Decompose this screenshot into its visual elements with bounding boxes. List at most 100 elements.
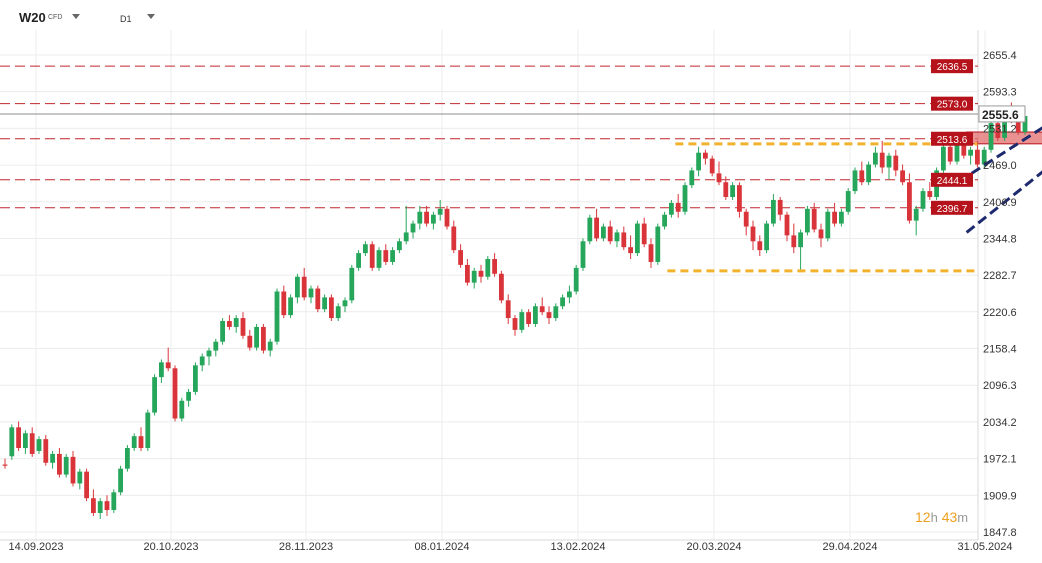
candle-body	[798, 232, 803, 248]
candle-body	[70, 456, 76, 484]
candle-body	[662, 214, 667, 227]
candle-body	[1002, 114, 1007, 138]
y-tick-label: 2282.7	[983, 270, 1017, 282]
candle-body	[553, 306, 559, 319]
level-label: 2396.7	[937, 204, 968, 215]
candle-body	[757, 241, 763, 251]
candle-body	[675, 202, 681, 212]
candle-body	[818, 229, 824, 239]
candle-body	[988, 123, 994, 150]
candle-body	[546, 312, 552, 319]
candle-body	[220, 321, 225, 342]
candle-body	[505, 300, 511, 319]
candle-body	[356, 253, 361, 268]
candle-body	[50, 453, 55, 463]
level-label: 2636.5	[937, 62, 968, 73]
y-tick-label: 1847.8	[983, 527, 1017, 539]
candle-body	[682, 185, 688, 212]
y-tick-label: 2096.3	[983, 380, 1017, 392]
level-label: 2573.0	[937, 100, 968, 111]
candle-body	[655, 226, 661, 262]
candle-body	[533, 306, 538, 324]
countdown-minutes-unit: m	[957, 510, 969, 525]
candle-body	[199, 356, 205, 366]
candle-body	[879, 152, 885, 168]
candle-body	[607, 226, 613, 242]
y-tick-label: 1909.9	[983, 490, 1017, 502]
candle-body	[777, 199, 783, 215]
candle-body	[247, 335, 253, 348]
y-tick-label: 2344.8	[983, 233, 1017, 245]
candle-body	[267, 341, 273, 351]
candle-body	[873, 152, 878, 165]
candle-body	[84, 471, 89, 499]
candle-body	[376, 250, 382, 268]
candle-body	[886, 155, 892, 168]
candle-body	[859, 170, 865, 183]
candle-body	[363, 244, 368, 254]
candle-body	[703, 152, 708, 159]
candle-body	[424, 211, 429, 224]
instrument-type-label: CFD	[48, 14, 63, 21]
candle-body	[573, 267, 579, 292]
candle-body	[791, 235, 797, 248]
candle-body	[57, 453, 62, 475]
candle-body	[63, 456, 69, 475]
candle-body	[179, 400, 185, 419]
x-tick-label: 13.02.2024	[550, 541, 605, 553]
candle-body	[995, 123, 1001, 138]
candle-body	[635, 223, 640, 254]
candle-body	[138, 436, 144, 449]
candle-body	[519, 312, 525, 330]
candle-body	[941, 146, 946, 171]
candle-body	[696, 152, 701, 171]
candle-body	[845, 191, 851, 212]
current-price-label-bg	[978, 105, 1026, 123]
candle-body	[1022, 116, 1028, 133]
candle-body	[145, 412, 151, 449]
candle-body	[315, 288, 321, 310]
candle-body	[233, 318, 239, 327]
candle-body	[213, 341, 219, 351]
candle-body	[628, 247, 633, 254]
candle-body	[968, 149, 973, 156]
candle-body	[29, 433, 35, 454]
candle-body	[91, 498, 96, 513]
candle-body	[111, 492, 117, 511]
candle-body	[172, 368, 178, 419]
channel-lower-line	[965, 170, 1042, 234]
candle-body	[125, 448, 130, 469]
x-tick-label: 28.11.2023	[279, 541, 333, 553]
candle-body	[322, 297, 327, 310]
candle-body	[478, 270, 484, 277]
candle-body	[927, 191, 933, 197]
candle-body	[206, 350, 212, 357]
candle-body	[594, 217, 599, 239]
x-tick-label: 08.01.2024	[414, 541, 469, 553]
chevron-down-icon[interactable]	[147, 14, 155, 19]
symbol-label[interactable]: W20	[19, 10, 46, 25]
candle-body	[621, 232, 627, 248]
candle-body	[539, 306, 545, 313]
candle-body	[954, 137, 960, 162]
candle-body	[492, 259, 497, 274]
candle-body	[920, 191, 926, 209]
candle-body	[308, 288, 314, 298]
timeframe-label[interactable]: D1	[120, 14, 132, 24]
chevron-down-icon[interactable]	[72, 14, 80, 19]
candle-body	[825, 211, 831, 239]
candle-body	[288, 297, 293, 316]
candle-body	[526, 312, 531, 324]
y-tick-label: 2158.4	[983, 344, 1017, 356]
candle-body	[165, 362, 171, 369]
level-label: 2444.1	[937, 176, 968, 187]
candle-body	[900, 170, 905, 183]
candle-body	[730, 185, 735, 197]
candle-body	[832, 211, 837, 224]
candle-body	[771, 199, 776, 224]
candle-body	[2, 464, 8, 466]
y-tick-label: 2593.3	[983, 87, 1017, 99]
candle-body	[947, 146, 953, 162]
candle-body	[329, 297, 334, 319]
